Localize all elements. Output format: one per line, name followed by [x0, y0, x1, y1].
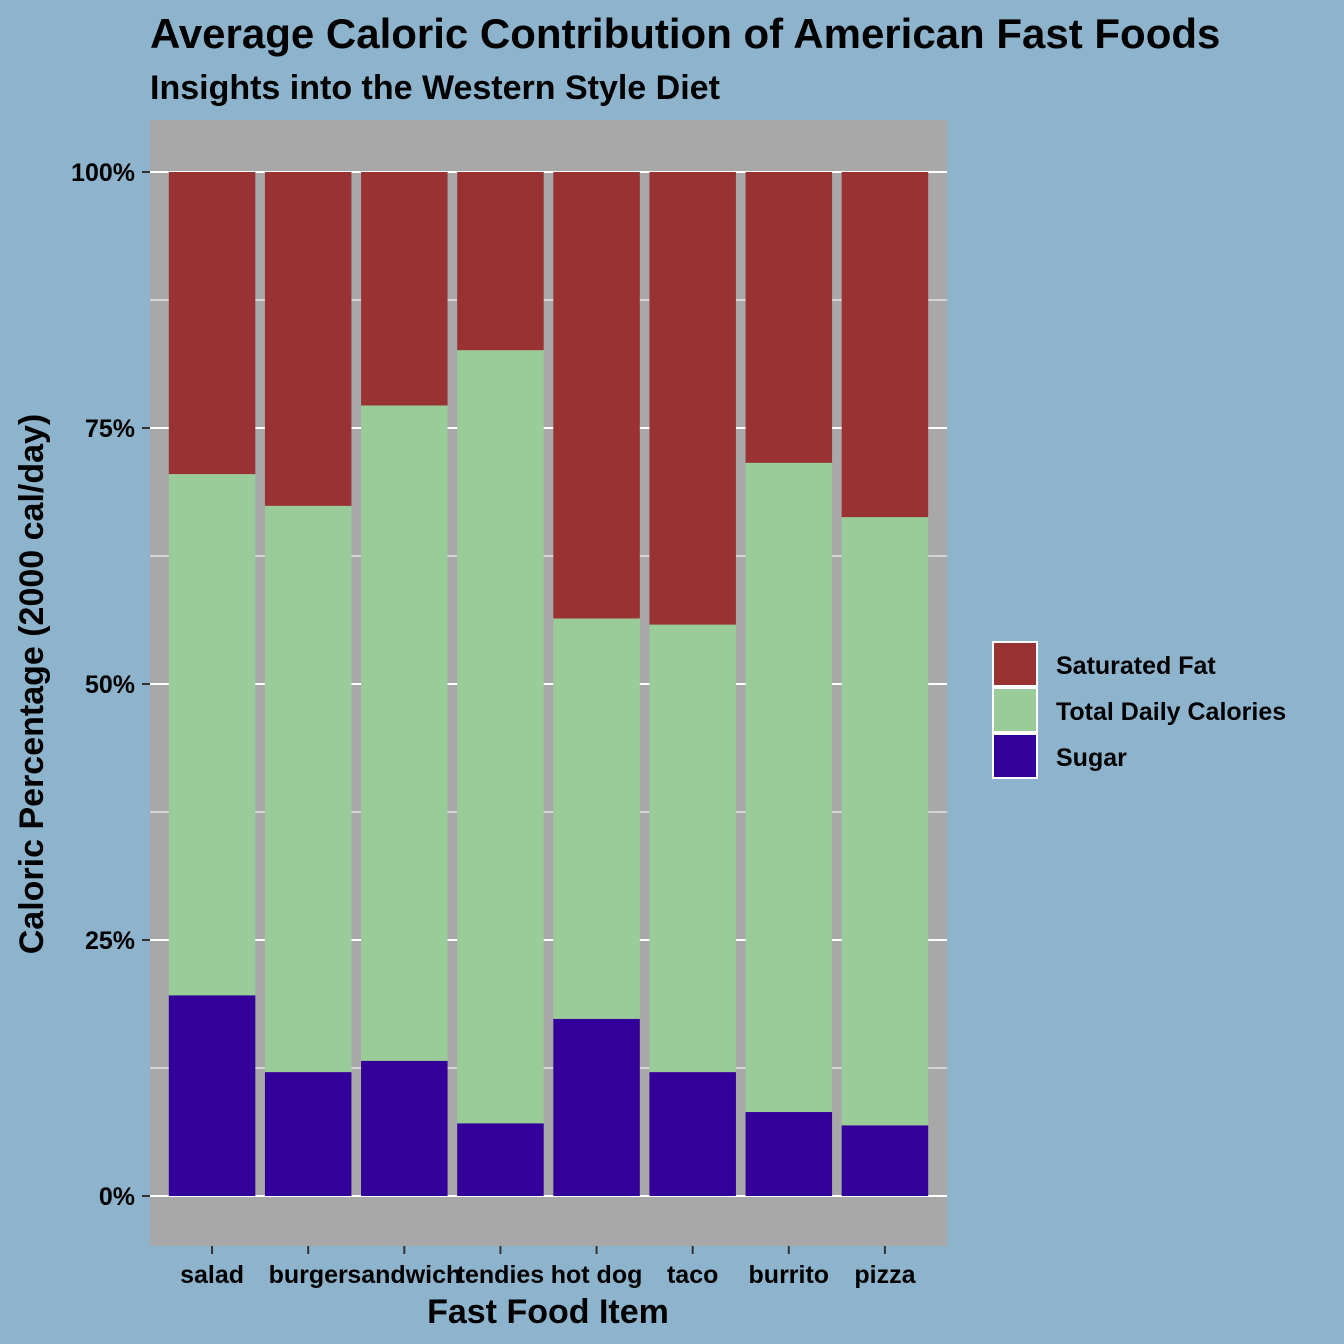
bar-saturated-fat [553, 172, 640, 619]
bar-sugar [361, 1060, 448, 1196]
bars [168, 172, 929, 1196]
bar-total-daily-calories [168, 474, 256, 996]
y-tick-label: 100% [71, 159, 135, 187]
legend-swatch [992, 687, 1038, 733]
y-axis: 0% 25% 50% 75% 100% [71, 159, 150, 1211]
x-tick-label: taco [667, 1261, 718, 1289]
legend-label: Total Daily Calories [1056, 698, 1286, 726]
bar-sugar [553, 1018, 640, 1196]
bar-sugar [264, 1072, 352, 1196]
x-axis-title: Fast Food Item [427, 1293, 669, 1331]
x-tick-label: pizza [854, 1261, 916, 1289]
legend-label: Sugar [1056, 744, 1127, 772]
bar-total-daily-calories [553, 618, 640, 1019]
chart-subtitle: Insights into the Western Style Diet [150, 69, 720, 107]
x-tick-label: salad [180, 1261, 244, 1289]
y-tick-label: 50% [85, 671, 135, 699]
bar-saturated-fat [745, 172, 833, 463]
bar-saturated-fat [168, 172, 256, 475]
bar-sugar [457, 1123, 544, 1196]
bar-sugar [745, 1112, 833, 1196]
bar-total-daily-calories [264, 505, 352, 1073]
legend-swatch [992, 641, 1038, 687]
legend-label: Saturated Fat [1056, 652, 1216, 680]
x-tick-label: burger [269, 1261, 348, 1289]
chart-title: Average Caloric Contribution of American… [150, 10, 1220, 57]
bar-total-daily-calories [649, 624, 736, 1073]
y-tick-label: 25% [85, 927, 135, 955]
x-tick-label: tendies [457, 1261, 545, 1289]
bar-saturated-fat [649, 172, 736, 625]
bar-total-daily-calories [745, 462, 833, 1113]
y-tick-label: 0% [99, 1183, 135, 1211]
bar-saturated-fat [264, 172, 352, 506]
bar-sugar [649, 1072, 736, 1196]
bar-sugar [168, 995, 256, 1196]
y-axis-title: Caloric Percentage (2000 cal/day) [13, 414, 51, 955]
bar-sugar [841, 1125, 929, 1196]
x-tick-label: sandwich [347, 1261, 461, 1289]
bar-total-daily-calories [841, 517, 929, 1126]
legend-swatch [992, 733, 1038, 779]
bar-total-daily-calories [457, 350, 544, 1124]
legend: Saturated Fat Total Daily Calories Sugar [992, 641, 1286, 779]
bar-saturated-fat [457, 172, 544, 351]
bar-saturated-fat [841, 172, 929, 518]
x-tick-label: hot dog [551, 1261, 643, 1289]
x-tick-label: burrito [749, 1261, 830, 1289]
bar-saturated-fat [361, 172, 448, 406]
y-tick-label: 75% [85, 415, 135, 443]
bar-total-daily-calories [361, 405, 448, 1061]
